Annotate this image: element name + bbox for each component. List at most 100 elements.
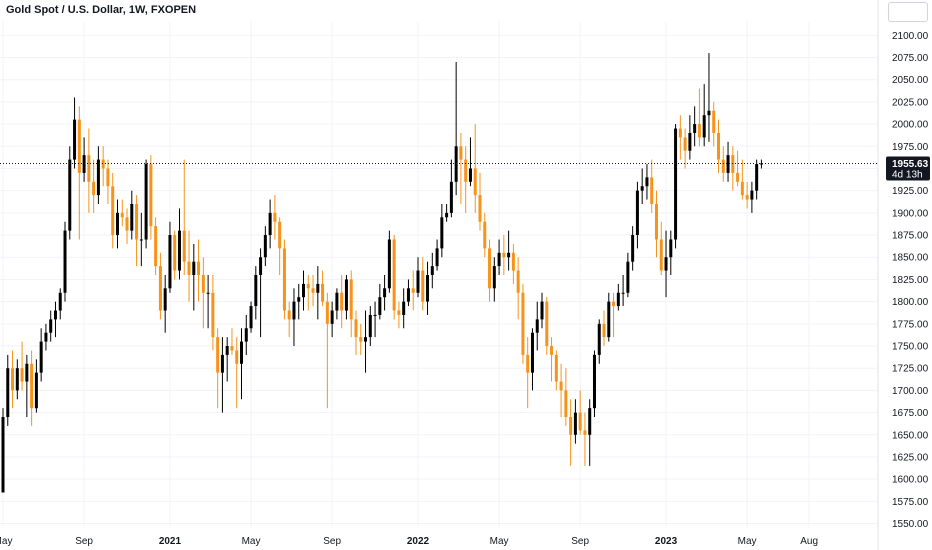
- grid-lines: [0, 22, 877, 528]
- candle-body: [73, 119, 77, 160]
- candle-body: [30, 363, 34, 409]
- candle: [278, 217, 282, 275]
- candle-body: [330, 310, 334, 324]
- candle-body: [592, 354, 596, 409]
- candle: [502, 235, 506, 275]
- y-tick-label: 1975.00: [892, 142, 929, 153]
- candle: [25, 354, 29, 418]
- y-tick-label: 1750.00: [892, 342, 929, 353]
- candle: [397, 301, 401, 329]
- candle-body: [626, 261, 630, 293]
- candle-body: [197, 261, 201, 275]
- candle-body: [63, 230, 67, 293]
- candle: [263, 226, 267, 267]
- y-tick-label: 1925.00: [892, 186, 929, 197]
- x-tick-label: May: [490, 536, 509, 547]
- candle: [87, 128, 91, 213]
- candle: [750, 181, 754, 213]
- candle-body: [182, 230, 186, 262]
- candle-body: [321, 283, 325, 302]
- candle-body: [540, 301, 544, 320]
- candle-body: [640, 186, 644, 191]
- candle-body: [459, 146, 463, 160]
- x-tick-label: Aug: [800, 536, 818, 547]
- y-axis[interactable]: 1550.00 1575.00 1600.00 1625.00 1650.00 1675.…: [877, 0, 929, 550]
- candle-body: [669, 239, 673, 258]
- candle: [30, 350, 34, 426]
- candle-body: [240, 341, 243, 364]
- y-tick-label: 1900.00: [892, 208, 929, 219]
- candle: [659, 221, 663, 275]
- candle-body: [6, 368, 10, 418]
- y-tick-label: 2100.00: [892, 31, 929, 42]
- candle: [449, 159, 453, 218]
- candle: [149, 155, 153, 240]
- candle-body: [163, 288, 167, 311]
- candle: [125, 208, 129, 244]
- x-tick-label: 2022: [407, 536, 430, 547]
- candle: [235, 337, 239, 409]
- candle: [244, 314, 248, 355]
- candle: [259, 248, 263, 338]
- candle: [254, 266, 258, 320]
- top-right-control-box[interactable]: [888, 2, 928, 22]
- x-axis[interactable]: May Sep 2021 May Sep 2022 May Sep 2023 May Aug: [0, 536, 818, 547]
- candle-body: [173, 235, 177, 271]
- candle-body: [535, 319, 539, 333]
- candle-body: [502, 252, 506, 258]
- candle-body: [216, 337, 220, 373]
- candle-body: [688, 132, 692, 151]
- candle: [559, 363, 563, 418]
- candle-body: [426, 275, 430, 302]
- candle-body: [278, 221, 282, 249]
- candle: [416, 257, 420, 298]
- candle: [635, 181, 639, 249]
- candle: [120, 199, 124, 227]
- candle: [645, 164, 649, 200]
- candle: [459, 132, 463, 204]
- candle-body: [530, 332, 534, 373]
- candle-body: [521, 292, 525, 355]
- y-tick-label: 2050.00: [892, 75, 929, 86]
- candle: [435, 239, 439, 271]
- candle: [483, 212, 487, 258]
- candle-body: [302, 283, 306, 298]
- candle: [220, 337, 224, 413]
- candle-body: [430, 266, 434, 275]
- candle: [674, 124, 678, 249]
- candle: [578, 390, 582, 435]
- candle: [411, 270, 415, 311]
- candle: [177, 208, 181, 280]
- y-tick-label: 1725.00: [892, 364, 929, 375]
- candle: [387, 230, 391, 293]
- candle-body: [96, 159, 100, 196]
- candle-body: [526, 354, 530, 373]
- candle: [96, 146, 100, 204]
- candle-body: [516, 270, 520, 293]
- candle: [163, 275, 167, 333]
- last-price-value: 1955.63: [892, 159, 929, 170]
- candle: [535, 301, 539, 351]
- candle: [349, 270, 353, 338]
- y-tick-label: 2000.00: [892, 120, 929, 131]
- candle: [373, 301, 377, 338]
- candles: [1, 53, 763, 493]
- x-tick-label: May: [0, 536, 12, 547]
- candle-body: [750, 190, 754, 200]
- candle: [478, 172, 482, 231]
- candle-body: [674, 128, 678, 240]
- candle: [755, 159, 759, 200]
- candle: [721, 146, 725, 182]
- candle: [569, 399, 573, 466]
- candle-body: [58, 292, 62, 311]
- candle: [612, 292, 616, 338]
- candle: [626, 252, 630, 298]
- candle: [631, 226, 635, 271]
- bar-countdown: 4d 13h: [892, 169, 923, 180]
- candle: [306, 275, 310, 311]
- candle: [330, 301, 334, 338]
- candle-body: [406, 288, 410, 302]
- candle-body: [201, 275, 205, 293]
- candle-body: [421, 270, 425, 302]
